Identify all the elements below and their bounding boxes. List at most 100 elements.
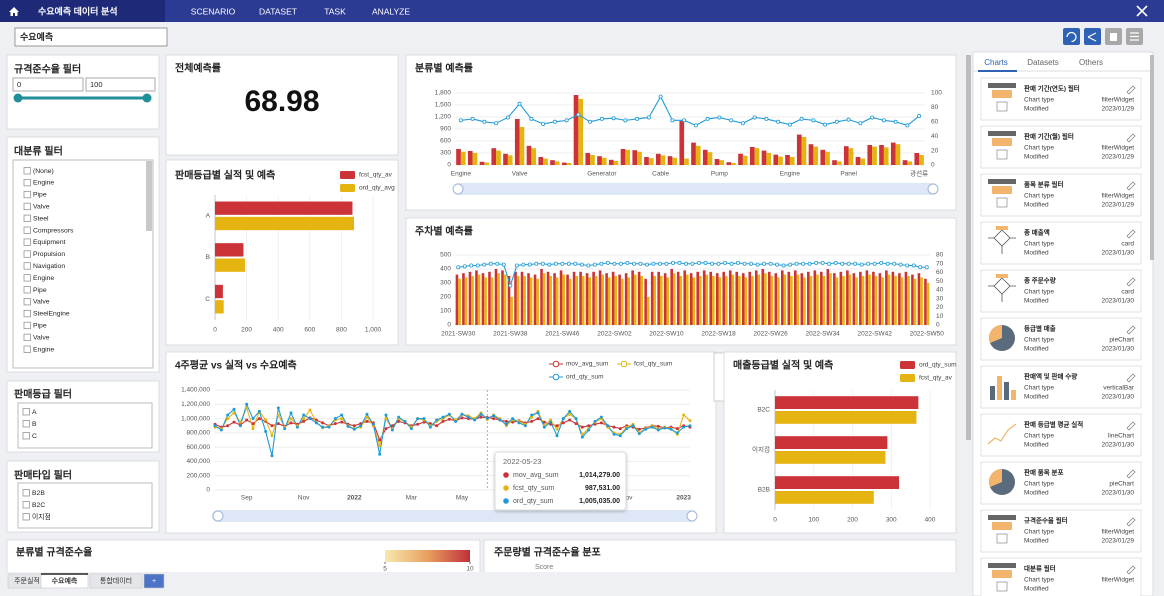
edit-icon[interactable] [1126, 565, 1136, 575]
checkbox[interactable] [22, 408, 30, 416]
color-tick-label: 10 [466, 566, 474, 573]
zoom-handle[interactable] [686, 510, 698, 522]
checkbox[interactable] [23, 179, 31, 187]
edit-icon[interactable] [1126, 421, 1136, 431]
bar [592, 271, 595, 325]
checkbox[interactable] [23, 167, 31, 175]
tab-label[interactable]: 주문실적 [14, 576, 40, 585]
scrollbar[interactable] [1150, 55, 1154, 260]
nav-item[interactable]: TASK [324, 6, 346, 16]
edit-icon[interactable] [1126, 325, 1136, 335]
checkbox[interactable] [23, 250, 31, 258]
line-marker [586, 263, 591, 268]
y2-tick-label: 0 [931, 162, 935, 169]
nav-item[interactable]: SCENARIO [191, 6, 236, 16]
search-box[interactable] [14, 27, 168, 47]
zoom-slider[interactable] [212, 510, 697, 522]
tab-label[interactable]: + [152, 578, 156, 585]
item-icon [1004, 382, 1009, 400]
line-marker [568, 418, 572, 422]
bar [631, 270, 634, 325]
checkbox[interactable] [23, 345, 31, 353]
nav-item[interactable]: ANALYZE [372, 6, 410, 16]
checkbox[interactable] [23, 286, 31, 294]
bar [839, 271, 843, 325]
checkbox[interactable] [23, 321, 31, 330]
bar [644, 157, 649, 165]
line-marker [359, 424, 363, 428]
checkbox[interactable] [23, 298, 31, 306]
legend-swatch [340, 171, 355, 179]
chart-toolbar[interactable] [713, 352, 725, 402]
edit-icon[interactable] [1126, 229, 1136, 239]
checkbox[interactable] [23, 309, 31, 318]
checkbox[interactable] [23, 262, 31, 270]
edit-icon[interactable] [1126, 277, 1136, 287]
slider-handle[interactable] [13, 93, 23, 103]
tab-label[interactable]: 통합데이터 [100, 576, 132, 585]
checkbox[interactable] [22, 513, 30, 521]
checkbox[interactable] [23, 214, 31, 222]
scrollbar[interactable] [146, 161, 152, 231]
checkbox[interactable] [23, 238, 31, 246]
side-tab[interactable]: Others [1079, 58, 1103, 67]
line-marker [428, 422, 432, 426]
modified-label: Modified [1024, 154, 1049, 161]
checkbox[interactable] [22, 420, 30, 428]
bar [613, 161, 619, 165]
line [214, 416, 691, 442]
bar [885, 270, 888, 325]
checkbox[interactable] [23, 226, 31, 234]
bar [536, 278, 539, 325]
tab-label[interactable]: 수요예측 [52, 576, 78, 585]
bar [764, 273, 767, 325]
min-input[interactable] [12, 77, 84, 92]
refresh-button[interactable] [1063, 28, 1080, 45]
scrollbar[interactable] [966, 55, 971, 440]
close-icon[interactable] [1136, 5, 1148, 17]
edit-icon[interactable] [1126, 469, 1136, 479]
edit-icon[interactable] [1126, 517, 1136, 527]
checkbox[interactable] [23, 274, 31, 282]
item-type: card [1121, 241, 1134, 248]
checkbox-label: A [32, 409, 37, 416]
edit-icon[interactable] [1126, 85, 1136, 95]
zoom-handle[interactable] [212, 510, 224, 522]
line-marker [540, 261, 545, 266]
side-tab[interactable]: Datasets [1027, 58, 1059, 67]
line-marker [517, 421, 521, 425]
home-icon[interactable] [9, 7, 19, 16]
line-marker [588, 119, 593, 124]
y-tick-label: 800,000 [187, 430, 211, 437]
checkbox[interactable] [22, 432, 30, 440]
tab[interactable] [89, 573, 143, 589]
checkbox[interactable] [23, 333, 31, 341]
edit-icon[interactable] [1126, 373, 1136, 383]
share-button[interactable] [1084, 28, 1101, 45]
max-input[interactable] [85, 77, 156, 92]
item-name: 품목 분류 필터 [1024, 180, 1064, 189]
checkbox[interactable] [23, 202, 31, 211]
checkbox[interactable] [23, 190, 31, 199]
zoom-slider[interactable] [453, 183, 938, 195]
bar [826, 269, 830, 325]
bar [581, 276, 585, 325]
bar [646, 297, 650, 325]
line-marker [384, 413, 388, 417]
nav-item[interactable]: DATASET [259, 6, 297, 16]
checkbox[interactable] [22, 501, 30, 509]
zoom-handle[interactable] [452, 183, 464, 195]
checkbox[interactable] [22, 489, 30, 497]
edit-icon[interactable] [1126, 133, 1136, 143]
line-marker [612, 261, 617, 266]
refresh-icon [1066, 31, 1077, 43]
tab[interactable] [143, 573, 165, 589]
bar [861, 276, 865, 325]
zoom-handle[interactable] [927, 183, 939, 195]
bar [605, 273, 608, 325]
y-tick-label: B2B [758, 487, 770, 494]
chart-item[interactable] [980, 413, 1142, 457]
slider-handle[interactable] [142, 93, 152, 103]
side-tab[interactable]: Charts [984, 58, 1008, 67]
edit-icon[interactable] [1126, 181, 1136, 191]
